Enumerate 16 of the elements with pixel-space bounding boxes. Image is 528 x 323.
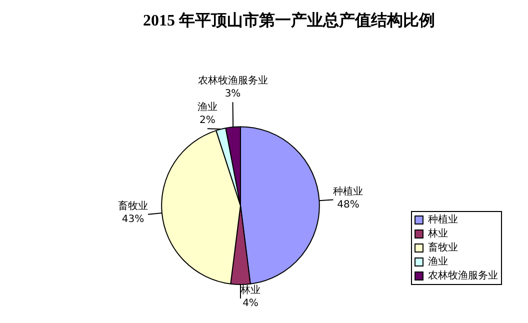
slice-label: 种植业	[333, 185, 364, 198]
data-label: 43%	[122, 214, 144, 225]
legend-label: 渔业	[428, 256, 448, 268]
legend-label: 畜牧业	[428, 242, 458, 254]
legend-label: 农林牧渔服务业	[428, 270, 498, 282]
legend-label: 林业	[427, 228, 448, 240]
slice-label: 畜牧业	[118, 200, 148, 212]
data-label: 4%	[242, 298, 258, 310]
slice-label: 农林牧渔服务业	[198, 74, 268, 87]
data-label: 48%	[337, 199, 360, 210]
data-label: 2%	[199, 115, 216, 126]
data-label: 3%	[224, 88, 241, 100]
legend-label: 种植业	[428, 214, 458, 226]
chart-title: 2015 年平顶山市第一产业总产值结构比例	[143, 12, 435, 30]
slice-label: 林业	[240, 284, 260, 296]
slice-label: 渔业	[197, 101, 218, 114]
